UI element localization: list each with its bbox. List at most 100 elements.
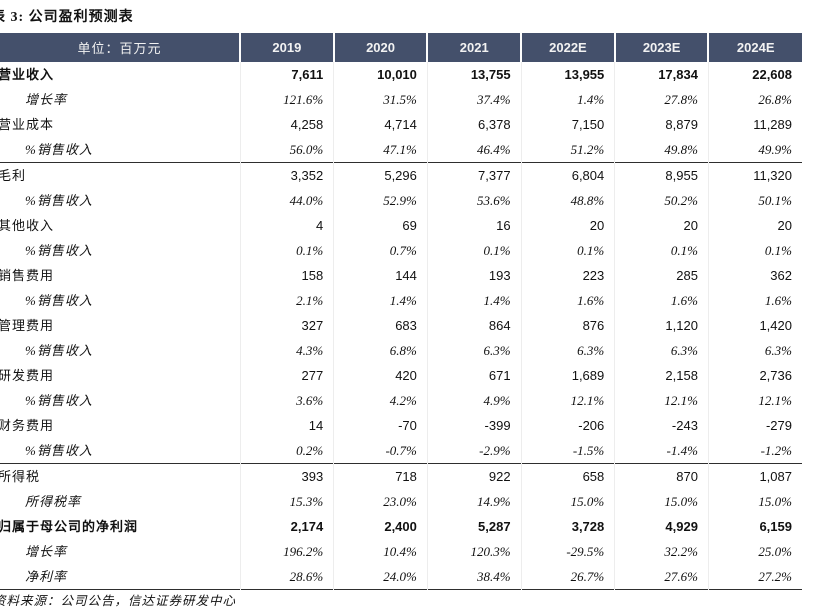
cell-value: 16 <box>427 213 522 238</box>
row-label: 增长率 <box>0 539 241 564</box>
table-row: %销售收入 0.1% 0.7% 0.1% 0.1% 0.1% 0.1% <box>0 238 802 263</box>
row-label-text: %销售收入 <box>25 142 93 157</box>
row-label: 管理费用 <box>0 313 241 338</box>
table-row: 所得税率 15.3% 23.0% 14.9% 15.0% 15.0% 15.0% <box>0 489 802 514</box>
cell-value: 25.0% <box>758 544 792 559</box>
row-label-text: 营业成本 <box>0 117 55 132</box>
cell-value: 1.4% <box>521 87 616 112</box>
row-label-text: 研发费用 <box>0 368 55 383</box>
row-label-text: %销售收入 <box>25 193 93 208</box>
cell-value: 870 <box>614 463 709 489</box>
cell-value: -1.2% <box>760 443 792 458</box>
cell-value: 2,400 <box>333 514 428 539</box>
table-body: 营业收入 7,611 10,010 13,755 13,955 17,834 22,608 增… <box>0 62 802 590</box>
table-row: 管理费用 327 683 864 876 1,120 1,420 <box>0 313 802 338</box>
cell-value: 1,087 <box>708 463 802 489</box>
table-row: 归属于母公司的净利润 2,174 2,400 5,287 3,728 4,929 6,159 <box>0 514 802 539</box>
row-label: 营业收入 <box>0 62 241 87</box>
table-row: 研发费用 277 420 671 1,689 2,158 2,736 <box>0 363 802 388</box>
cell-value: 13,755 <box>427 62 522 87</box>
cell-value: 38.4% <box>427 564 522 590</box>
cell-value: 6,804 <box>521 162 616 188</box>
row-label-text: 管理费用 <box>0 318 55 333</box>
cell-value: 1,120 <box>614 313 709 338</box>
row-label-text: 财务费用 <box>0 418 55 433</box>
cell-value: 1,689 <box>521 363 616 388</box>
table-row: 增长率 121.6% 31.5% 37.4% 1.4% 27.8% 26.8% <box>0 87 802 112</box>
row-label: %销售收入 <box>0 137 241 163</box>
cell-value: 26.8% <box>758 92 792 107</box>
cell-value: 37.4% <box>427 87 522 112</box>
source-note: 资料来源：公司公告，信达证券研发中心 <box>0 594 237 608</box>
row-label-text: 其他收入 <box>0 218 55 233</box>
cell-value: 2,736 <box>759 368 792 383</box>
cell-value: -0.7% <box>333 438 428 464</box>
cell-value: 51.2% <box>521 137 616 163</box>
row-label-text: 所得税率 <box>25 494 82 509</box>
cell-value: 11,320 <box>708 162 802 188</box>
cell-value: 285 <box>614 263 709 288</box>
profit-forecast-table: 单位：百万元 2019 2020 2021 2022E 2023E 2024E 营业收入 7,… <box>0 33 802 590</box>
row-label-text: 所得税 <box>0 469 41 484</box>
row-label-text: %销售收入 <box>25 293 93 308</box>
row-label: %销售收入 <box>0 188 241 213</box>
row-label-text: %销售收入 <box>25 243 93 258</box>
cell-value: 876 <box>521 313 616 338</box>
cell-value: 23.0% <box>333 489 428 514</box>
cell-value: 683 <box>333 313 428 338</box>
cell-value: 20 <box>614 213 709 238</box>
row-label-text: 增长率 <box>25 544 68 559</box>
cell-value: 7,150 <box>521 112 616 137</box>
cell-value: 3,728 <box>521 514 616 539</box>
table-row: 所得税 393 718 922 658 870 1,087 <box>0 463 802 489</box>
table-row: %销售收入 4.3% 6.8% 6.3% 6.3% 6.3% 6.3% <box>0 338 802 363</box>
cell-value: 144 <box>333 263 428 288</box>
cell-value: 10.4% <box>333 539 428 564</box>
cell-value: 46.4% <box>427 137 522 163</box>
cell-value: 49.8% <box>614 137 709 163</box>
row-label: 增长率 <box>0 87 241 112</box>
cell-value: 0.1% <box>521 238 616 263</box>
cell-value: 277 <box>240 363 335 388</box>
cell-value: 15.3% <box>240 489 335 514</box>
cell-value: 12.1% <box>521 388 616 413</box>
row-label: %销售收入 <box>0 388 241 413</box>
row-label-text: %销售收入 <box>25 443 93 458</box>
cell-value: 121.6% <box>240 87 335 112</box>
cell-value: 1.6% <box>521 288 616 313</box>
table-row: %销售收入 56.0% 47.1% 46.4% 51.2% 49.8% 49.9% <box>0 137 802 163</box>
table-row: %销售收入 0.2% -0.7% -2.9% -1.5% -1.4% -1.2% <box>0 438 802 464</box>
cell-value: 158 <box>240 263 335 288</box>
cell-value: 4.2% <box>333 388 428 413</box>
cell-value: -279 <box>765 418 792 433</box>
cell-value: -243 <box>614 413 709 438</box>
cell-value: 1.6% <box>764 293 792 308</box>
year-column-header: 2021 <box>427 33 523 62</box>
cell-value: 718 <box>333 463 428 489</box>
row-label: %销售收入 <box>0 338 241 363</box>
cell-value: 0.1% <box>240 238 335 263</box>
cell-value: 0.1% <box>614 238 709 263</box>
cell-value: 24.0% <box>333 564 428 590</box>
cell-value: 20 <box>521 213 616 238</box>
cell-value: 864 <box>427 313 522 338</box>
cell-value: 4 <box>240 213 335 238</box>
cell-value: 1.6% <box>614 288 709 313</box>
cell-value: 26.7% <box>521 564 616 590</box>
cell-value: 3,352 <box>240 162 335 188</box>
cell-value: 49.9% <box>758 142 792 157</box>
table-row: 其他收入 4 69 16 20 20 20 <box>0 213 802 238</box>
cell-value: 47.1% <box>333 137 428 163</box>
cell-value: 5,296 <box>333 162 428 188</box>
table-row: 营业收入 7,611 10,010 13,755 13,955 17,834 22,608 <box>0 62 802 87</box>
cell-value: 28.6% <box>240 564 335 590</box>
table-row: %销售收入 44.0% 52.9% 53.6% 48.8% 50.2% 50.1% <box>0 188 802 213</box>
row-label-text: 营业收入 <box>0 67 55 82</box>
cell-value: 0.1% <box>764 243 792 258</box>
table-row: %销售收入 3.6% 4.2% 4.9% 12.1% 12.1% 12.1% <box>0 388 802 413</box>
row-label: %销售收入 <box>0 288 241 313</box>
cell-value: 11,289 <box>753 117 792 132</box>
row-label: 毛利 <box>0 162 241 188</box>
cell-value: 3.6% <box>240 388 335 413</box>
cell-value: 0.7% <box>333 238 428 263</box>
